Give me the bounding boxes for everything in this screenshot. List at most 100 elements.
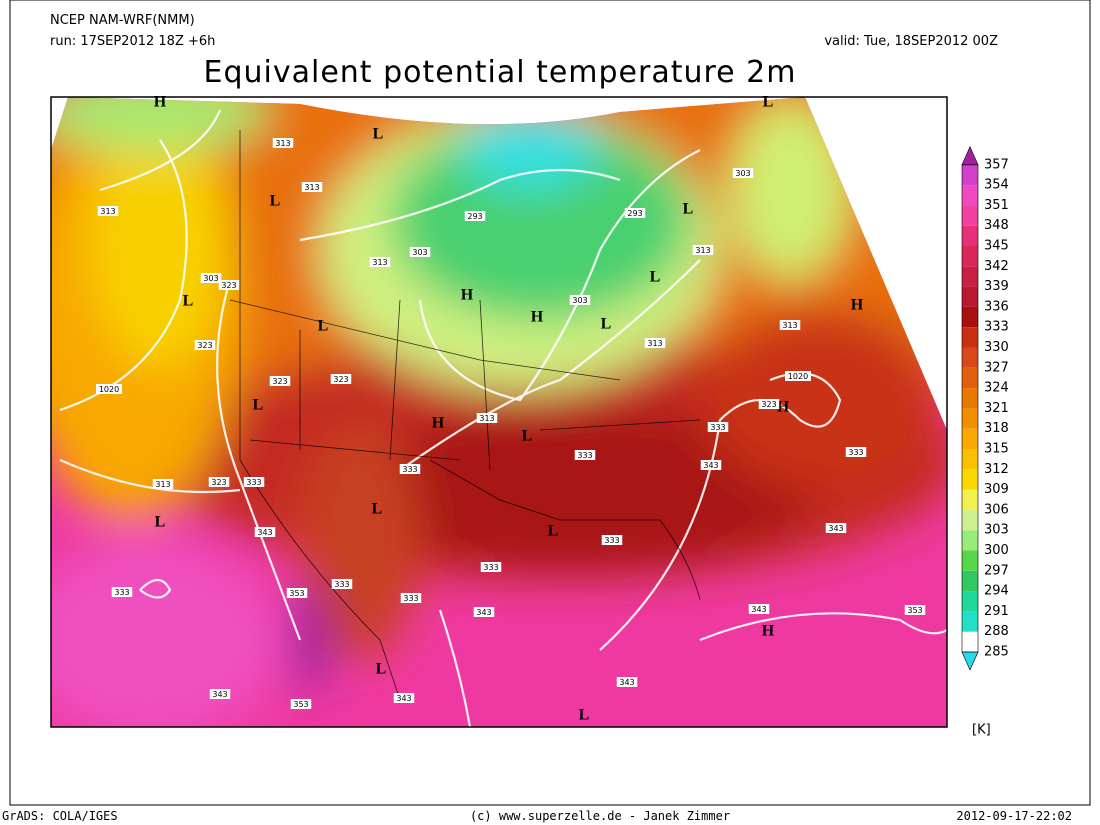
contour-label: 313 [782,321,797,330]
contour-label: 303 [412,248,427,257]
contour-label-box [692,245,714,255]
colorbar-swatch [962,164,978,186]
contour-label-box [399,464,421,474]
contour-label-box [331,579,353,589]
contour-label: 323 [221,281,236,290]
contour-label-box [209,689,231,699]
contour-label: 323 [211,478,226,487]
pressure-center: L [763,94,774,111]
pressure-center: H [531,309,544,326]
colorbar-label: 333 [984,320,1009,335]
contour-label: 303 [735,169,750,178]
pressure-center: L [318,318,329,335]
contour-label-box [748,604,770,614]
contour-label: 1020 [788,372,808,381]
contour-label-box [218,280,240,290]
contour-label-box [152,479,174,489]
pressure-center: L [155,514,166,531]
pressure-center: H [762,623,775,640]
colorbar-swatch [962,388,978,409]
colorbar-frame [961,164,979,653]
contour-label: 323 [761,400,776,409]
contour-label: 333 [334,580,349,589]
colorbar-arrow [961,146,979,166]
contour-label: 343 [828,524,843,533]
colorbar-label: 312 [984,462,1009,477]
contour-label: 333 [577,451,592,460]
contour-label-box [286,588,308,598]
contour-label: 333 [604,536,619,545]
model-name: NCEP NAM-WRF(NMM) [50,13,195,28]
contour-label: 323 [197,341,212,350]
contour-label-box [111,587,133,597]
colorbar-swatch [962,185,978,206]
contour-label-box [480,562,502,572]
colorbar-swatch [962,266,978,287]
contour-label: 313 [275,139,290,148]
contour-label: 333 [710,423,725,432]
pressure-center: L [253,397,264,414]
contour-label: 343 [619,678,634,687]
colorbar-swatch [962,225,978,246]
map-title: Equivalent potential temperature 2m [204,55,797,90]
footer-center: (c) www.superzelle.de - Janek Zimmer [470,809,730,823]
colorbar-label: 354 [984,178,1009,193]
footer-right: 2012-09-17-22:02 [956,809,1072,823]
contour-label: 333 [403,594,418,603]
contour-label-box [845,447,867,457]
contour-label: 313 [100,207,115,216]
pressure-center: L [548,523,559,540]
contour-label: 353 [293,700,308,709]
colorbar-label: 288 [984,624,1009,639]
colorbar-label: 351 [984,198,1009,213]
contour-label-box [96,384,122,394]
pressure-center: H [154,94,167,111]
colorbar-swatch [962,408,978,429]
contour-label: 353 [907,606,922,615]
map-field [51,97,947,727]
colorbar-unit: [K] [972,723,991,738]
colorbar-label: 324 [984,381,1009,396]
contour-label: 333 [483,563,498,572]
contour-label-box [400,593,422,603]
pressure-center: H [851,297,864,314]
colorbar-label: 342 [984,259,1009,274]
colorbar-label: 300 [984,543,1009,558]
contour-label-box [825,523,847,533]
contour-label-box [601,535,623,545]
contour-label-box [624,208,646,218]
pressure-center: L [650,269,661,286]
colorbar-label: 327 [984,360,1009,375]
contour-label: 343 [703,461,718,470]
colorbar-label: 321 [984,401,1009,416]
contour-label-box [200,273,222,283]
contour-label: 313 [304,183,319,192]
colorbar-label: 315 [984,442,1009,457]
colorbar-swatch [962,570,978,592]
colorbar-label: 291 [984,604,1009,619]
colorbar-label: 336 [984,299,1009,314]
colorbar-swatch [962,428,978,449]
colorbar-label: 294 [984,584,1009,599]
map-frame [50,96,948,728]
colorbar-swatch [962,449,978,470]
colorbar-swatch [962,591,978,612]
colorbar-swatch [962,205,978,226]
colorbar-label: 330 [984,340,1009,355]
colorbar-swatch [962,246,978,267]
colorbar-label: 318 [984,421,1009,436]
colorbar-swatch [962,327,978,348]
pressure-center: L [372,501,383,518]
colorbar-swatch [962,611,978,632]
contour-label-box [409,247,431,257]
contour-label: 303 [572,296,587,305]
run-info: run: 17SEP2012 18Z +6h [50,34,215,49]
footer-left: GrADS: COLA/IGES [2,809,118,823]
colorbar-label: 306 [984,502,1009,517]
pressure-center: H [777,399,790,416]
contour-label-box [254,527,276,537]
pressure-center: L [373,126,384,143]
contour-label-box [393,693,415,703]
contour-label: 333 [402,465,417,474]
contour-label-box [700,460,722,470]
